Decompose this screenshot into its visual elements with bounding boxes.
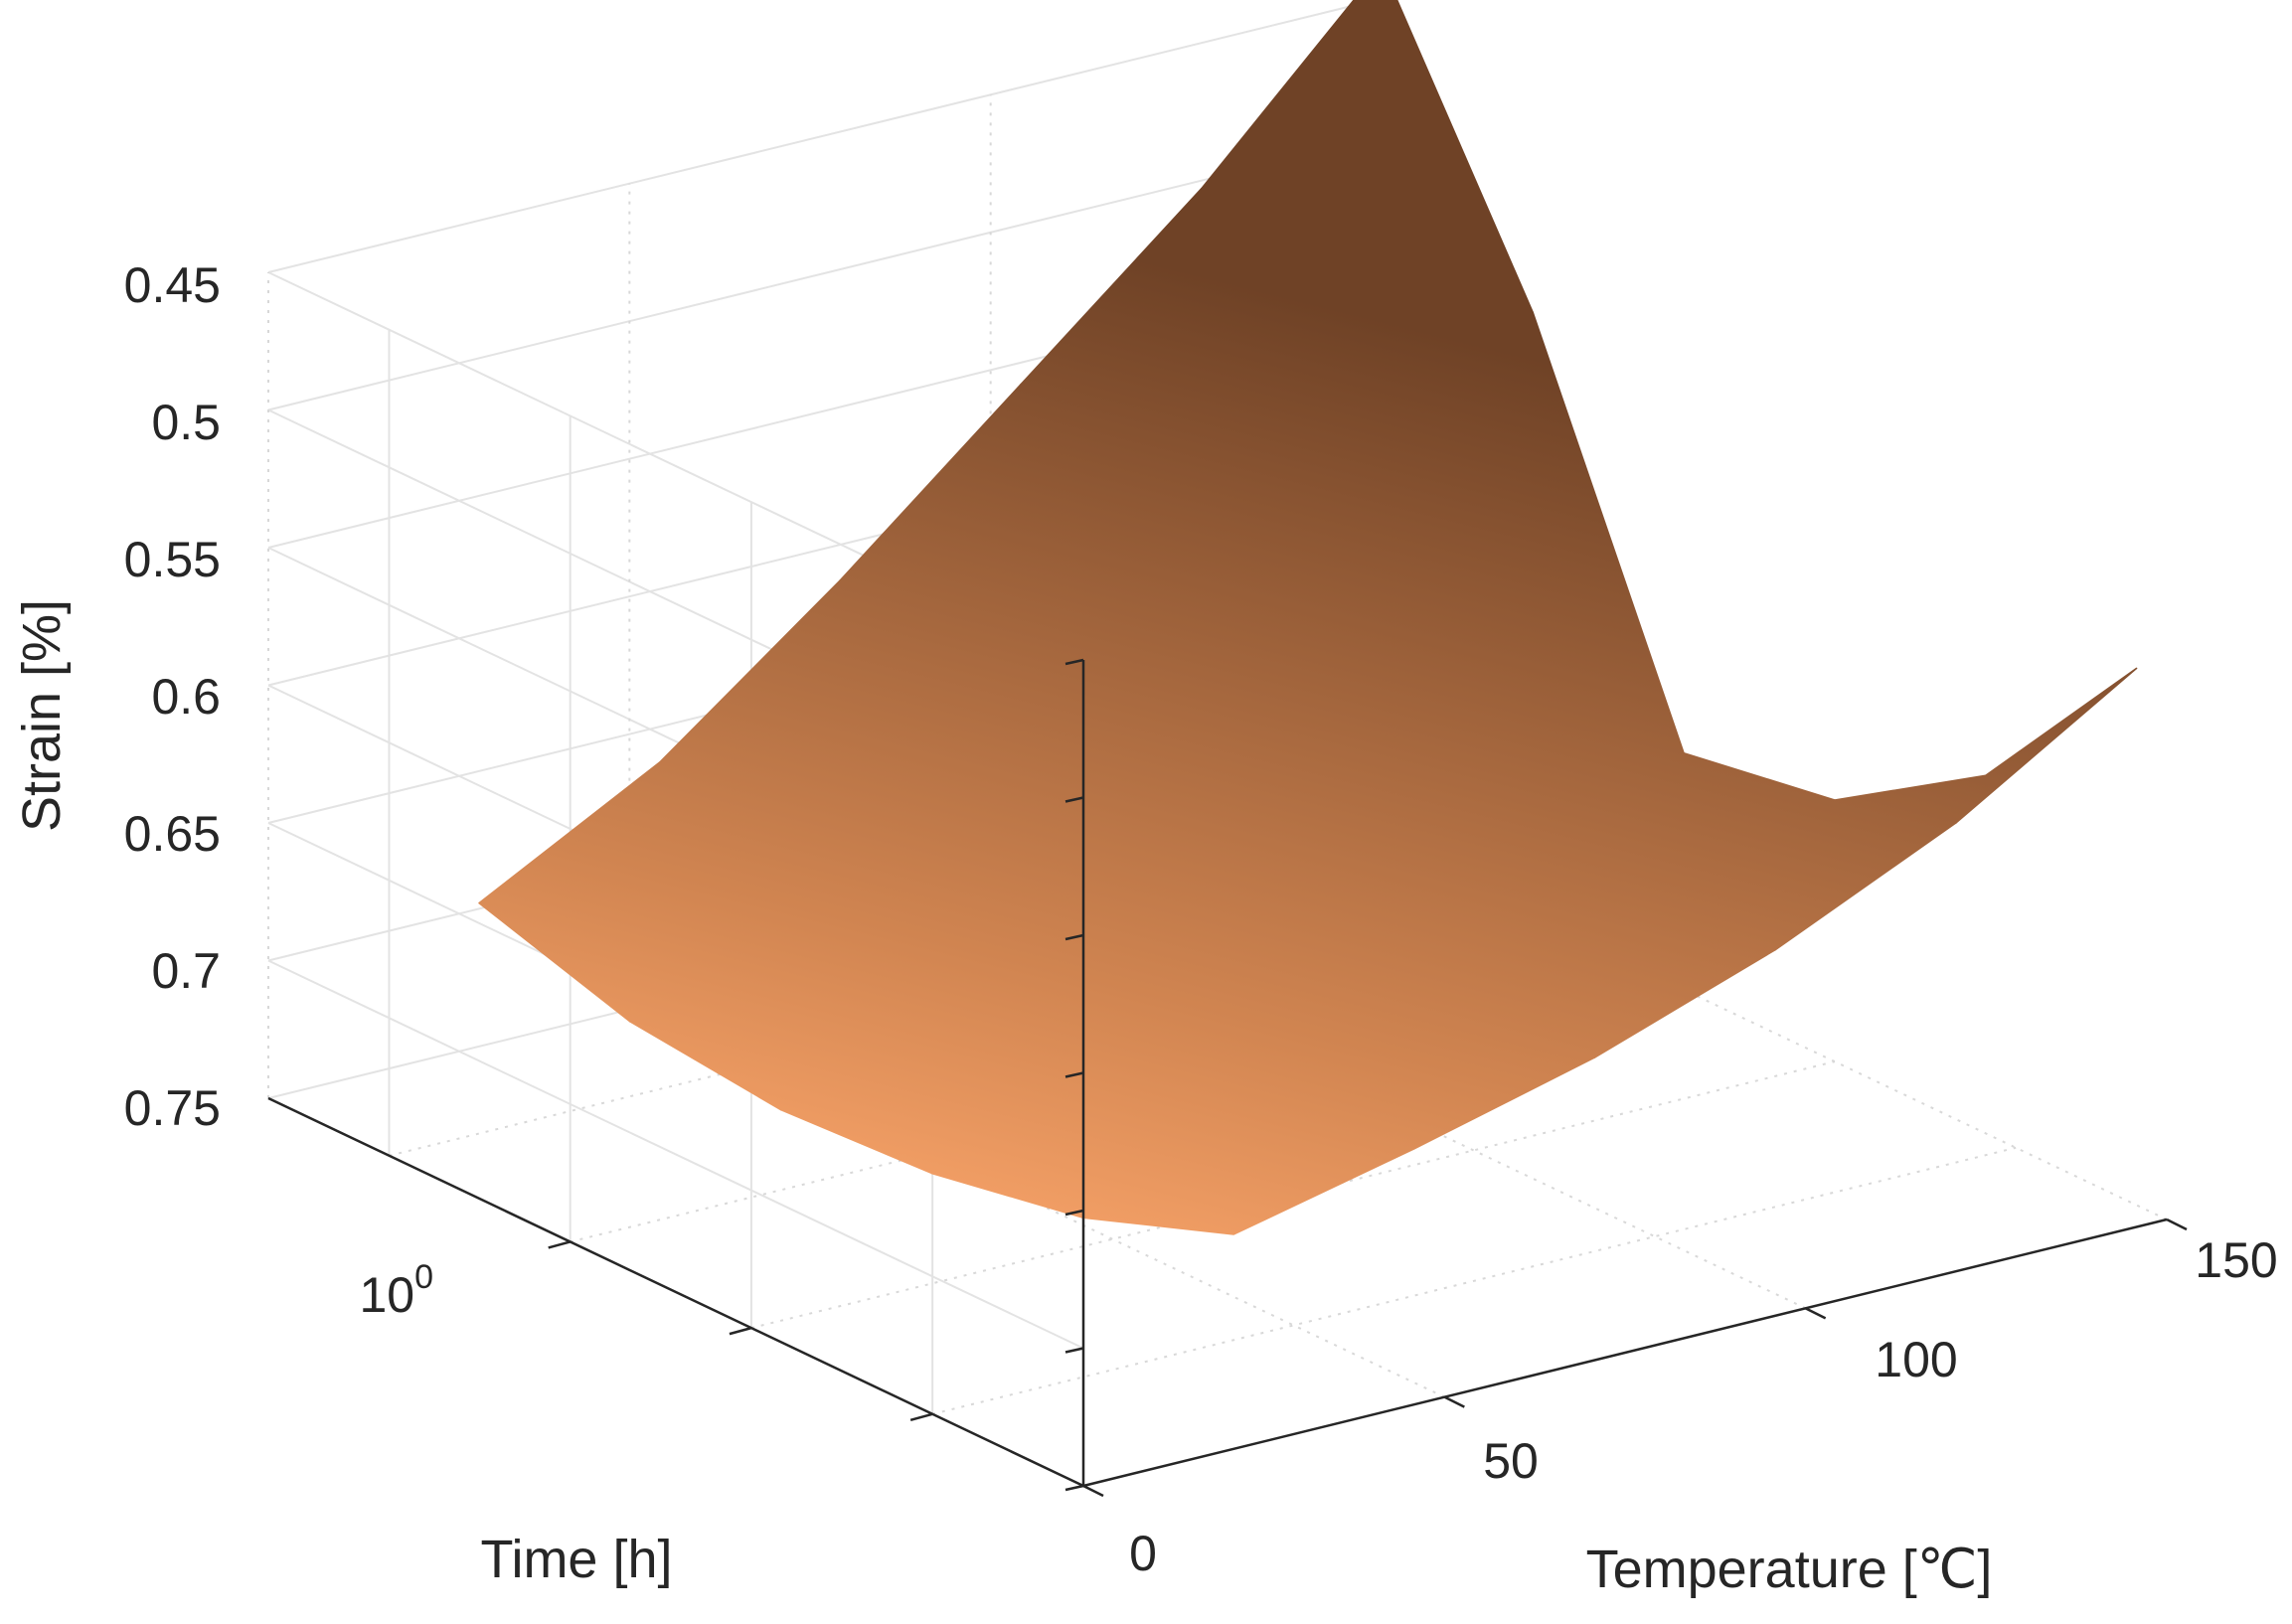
- x-axis-line: [1082, 1218, 2168, 1488]
- back-grid-line: [267, 959, 1084, 1350]
- z-tick-mark: [1064, 1071, 1084, 1078]
- floor-grid-line: [990, 919, 1807, 1310]
- x-axis-label: Temperature [℃]: [1586, 1540, 1993, 1599]
- z-tick-label: 0.5: [151, 395, 221, 450]
- z-tick-mark: [1064, 658, 1084, 666]
- x-tick-mark: [1443, 1395, 1465, 1408]
- y-tick-exponent: 0: [414, 1258, 433, 1296]
- z-tick-mark: [1064, 1209, 1084, 1217]
- floor-grid-line: [1351, 831, 2168, 1220]
- floor-grid-line: [931, 1146, 2017, 1415]
- y-tick-labels: 100: [359, 1258, 433, 1323]
- z-tick-label: 0.45: [124, 257, 221, 313]
- y-tick-mark: [909, 1412, 933, 1421]
- z-tick-label: 0.65: [124, 806, 221, 862]
- x-tick-label: 50: [1483, 1433, 1539, 1489]
- z-tick-mark: [1064, 796, 1084, 803]
- y-axis-label: Time [h]: [480, 1530, 672, 1589]
- x-tick-label: 150: [2195, 1232, 2277, 1288]
- axes-layer: [267, 658, 2188, 1498]
- x-tick-mark: [1805, 1307, 1827, 1320]
- z-tick-mark: [1064, 1347, 1084, 1354]
- z-tick-label: 0.55: [124, 532, 221, 587]
- z-tick-mark: [1064, 1484, 1084, 1492]
- y-tick-mark: [548, 1240, 572, 1249]
- surface-layer: [478, 0, 2138, 1235]
- z-axis-label: Strain [%]: [12, 599, 72, 832]
- surface-patch: [1804, 667, 2138, 890]
- x-tick-label: 100: [1875, 1332, 1957, 1387]
- side-grid-line: [267, 142, 1353, 411]
- z-tick-labels: 0.45 0.5 0.55 0.6 0.65 0.7 0.75: [124, 257, 221, 1136]
- side-grid-line: [267, 5, 1353, 273]
- x-tick-mark: [2166, 1218, 2188, 1231]
- x-tick-labels: 0 50 100 150: [1129, 1232, 2278, 1581]
- floor-grid-line: [628, 1008, 1445, 1398]
- z-tick-label: 0.6: [151, 669, 221, 725]
- z-tick-label: 0.7: [151, 943, 221, 999]
- x-tick-mark: [1082, 1484, 1104, 1498]
- z-tick-label: 0.75: [124, 1080, 221, 1136]
- x-tick-label: 0: [1129, 1526, 1157, 1581]
- z-tick-mark: [1064, 933, 1084, 941]
- y-tick-label: 100: [359, 1258, 433, 1323]
- y-axis-line: [267, 1096, 1084, 1488]
- y-tick-mark: [729, 1326, 752, 1336]
- y-tick-base: 10: [359, 1267, 414, 1323]
